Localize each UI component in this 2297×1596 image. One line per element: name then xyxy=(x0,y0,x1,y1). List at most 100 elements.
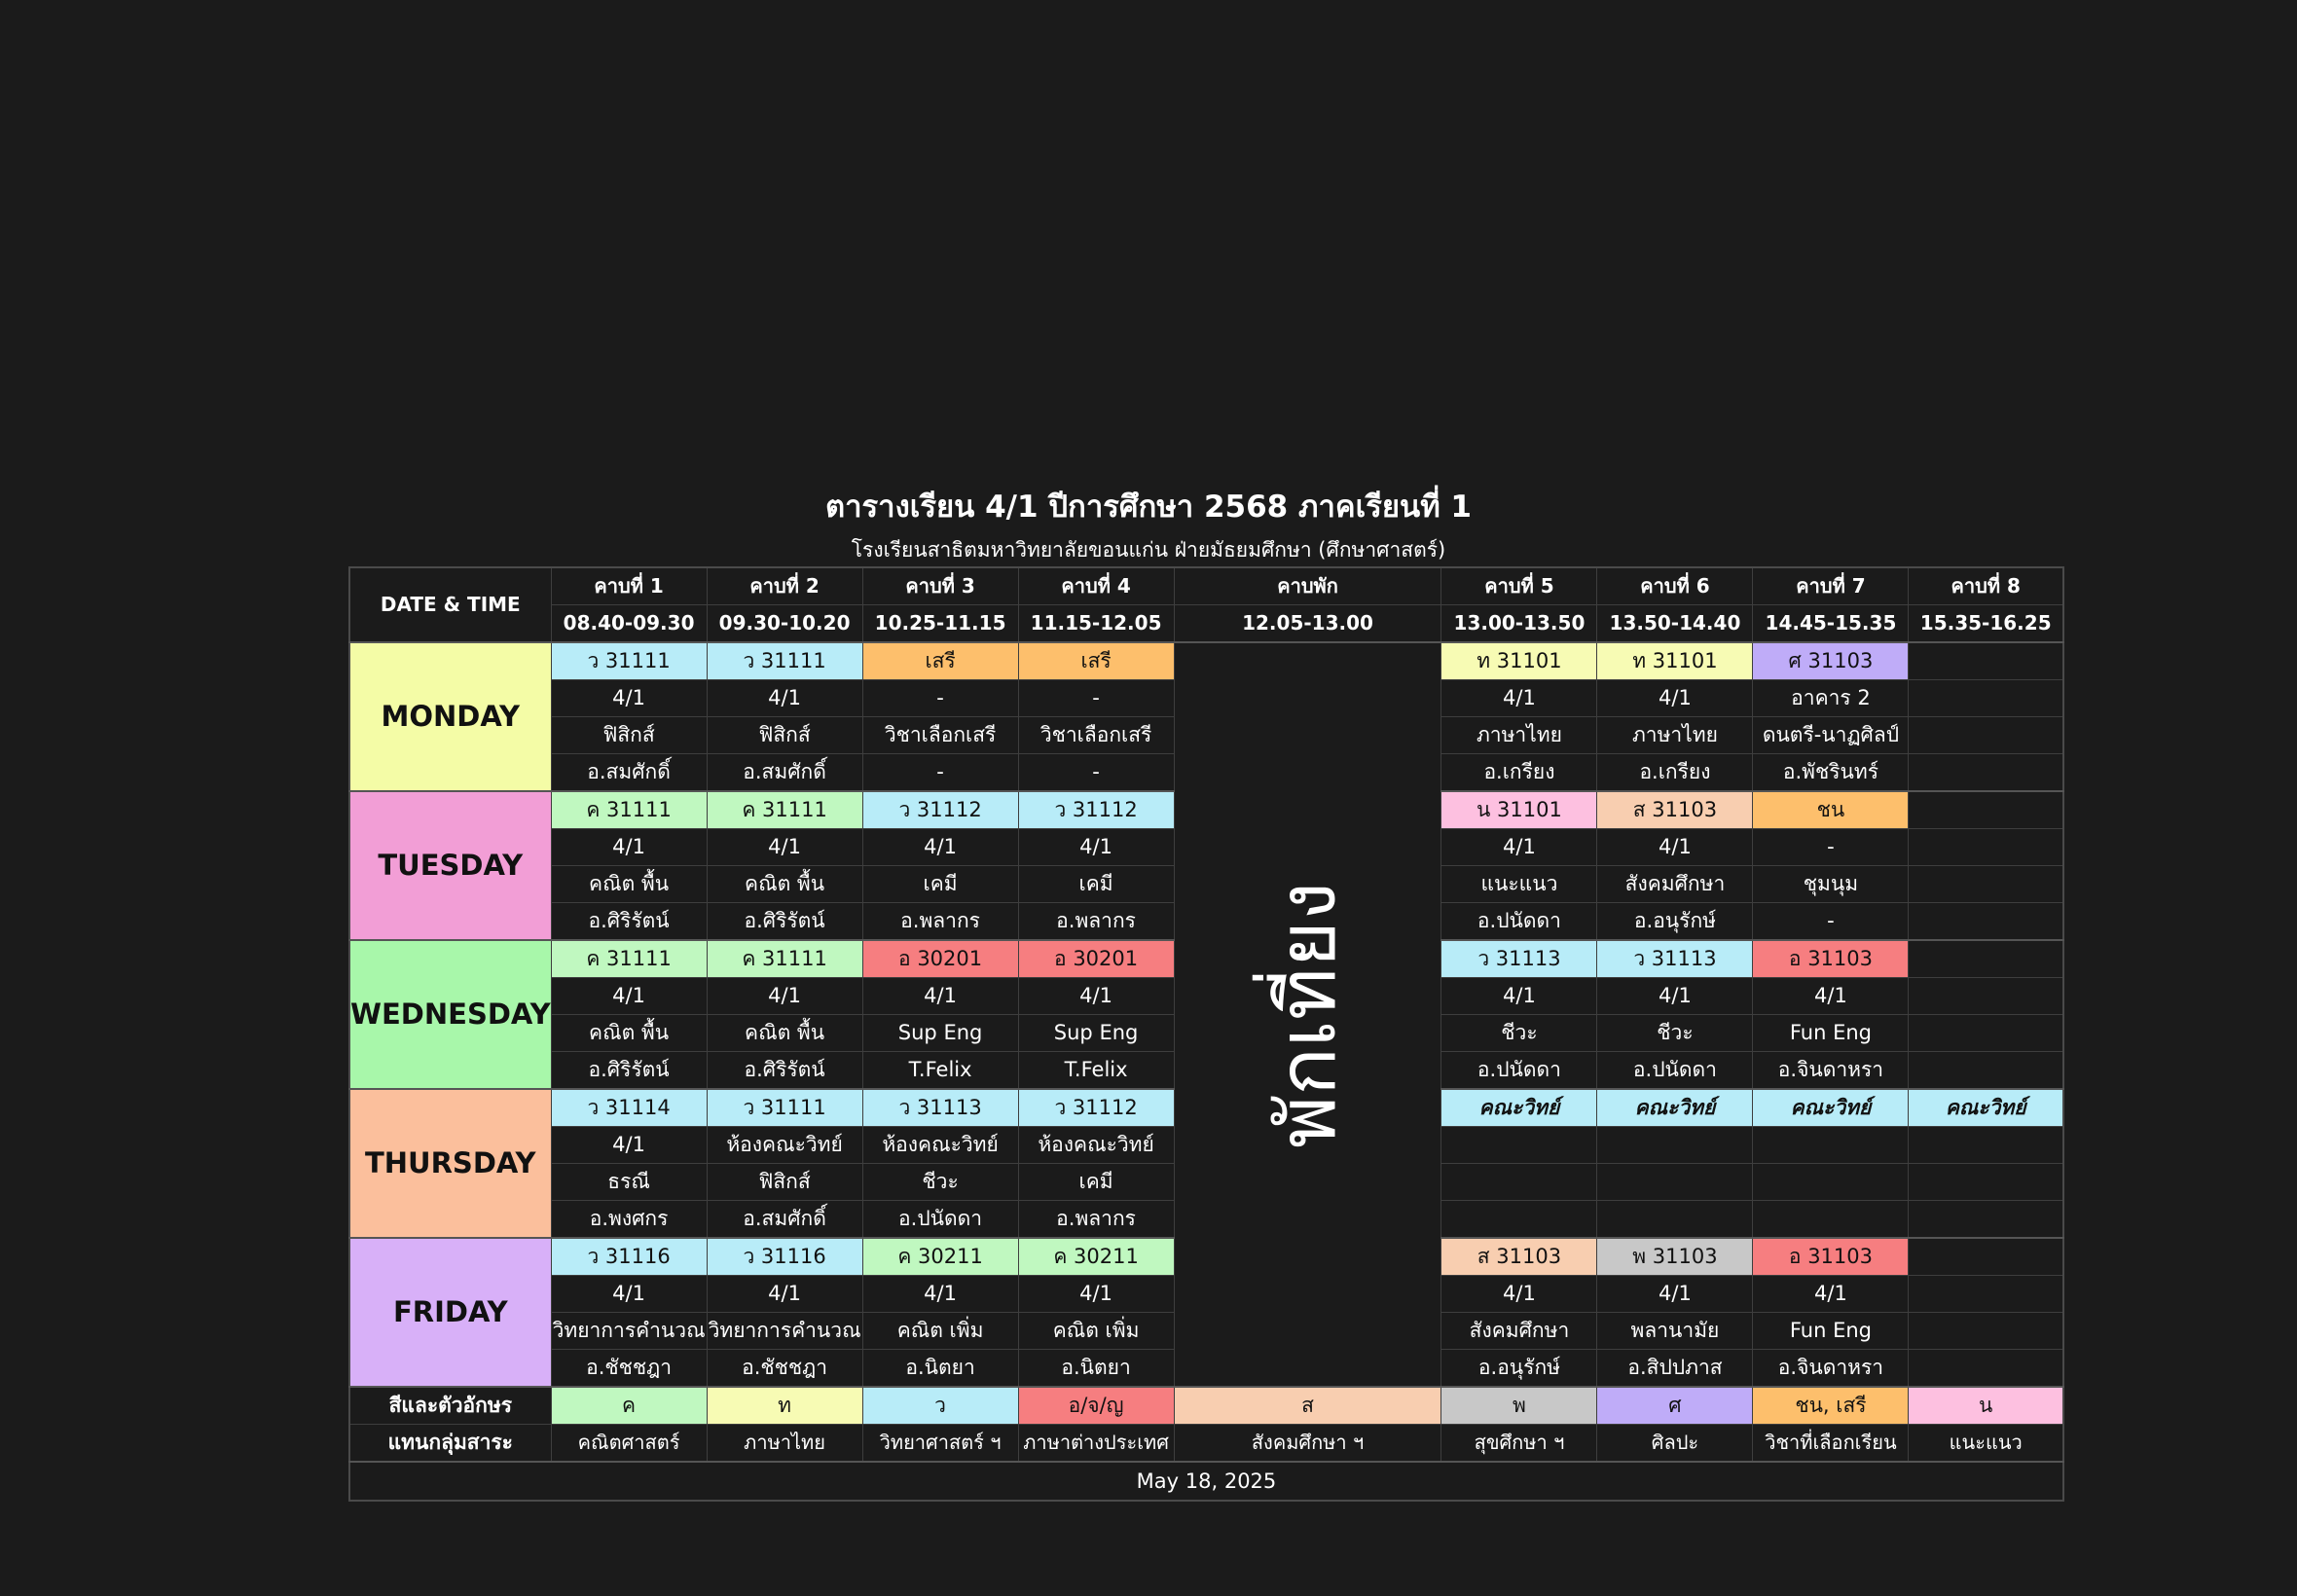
period-time: 11.15-12.05 xyxy=(1017,604,1175,643)
day-label-wednesday: WEDNESDAY xyxy=(348,939,552,1090)
class-room: 4/1 xyxy=(550,679,708,717)
legend-code: อ/จ/ญ xyxy=(1017,1386,1175,1425)
class-code: พ 31103 xyxy=(1596,1237,1754,1276)
class-teacher: - xyxy=(1017,753,1175,792)
class-subject: ธรณี xyxy=(550,1163,708,1201)
day-row-monday-room: 4/1 4/1- -4/1 4/1 อาคาร 2 xyxy=(349,679,2064,717)
legend-code: ว xyxy=(861,1386,1019,1425)
class-teacher: อ.ชัชชฎา xyxy=(706,1349,863,1388)
legend-code: ศ xyxy=(1596,1386,1754,1425)
class-subject xyxy=(1908,865,2064,903)
class-code: ค 30211 xyxy=(1017,1237,1175,1276)
class-code: ว 31111 xyxy=(706,1088,863,1127)
class-subject xyxy=(1908,1014,2064,1052)
class-teacher xyxy=(1908,753,2064,792)
class-teacher: อ.พงศกร xyxy=(550,1200,708,1239)
class-subject xyxy=(1596,1163,1754,1201)
class-teacher: อ.สมศักดิ์ xyxy=(706,1200,863,1239)
day-row-friday-room: 4/1 4/1 4/1 4/1 4/1 4/1 4/1 xyxy=(349,1275,2064,1313)
class-code: ว 31113 xyxy=(1440,939,1598,978)
class-code: ว 31116 xyxy=(706,1237,863,1276)
class-teacher: อ.จินดาหรา xyxy=(1752,1349,1910,1388)
page-title: ตารางเรียน 4/1 ปีการศึกษา 2568 ภาคเรียนท… xyxy=(824,490,1473,525)
legend-label-line1: สีและตัวอักษร xyxy=(348,1386,552,1425)
day-row-wednesday-subject: คณิต พื้น คณิต พื้น Sup Eng Sup Eng ชีวะ ชีวะ… xyxy=(349,1014,2064,1052)
class-code: ว 31111 xyxy=(706,641,863,680)
class-teacher xyxy=(1908,1200,2064,1239)
period-time: 12.05-13.00 xyxy=(1173,604,1442,643)
class-room: 4/1 xyxy=(1596,977,1754,1015)
day-row-wednesday-code: WEDNESDAY ค 31111 ค 31111 อ 30201 อ 30201 ว 3… xyxy=(348,939,2064,1090)
day-label-monday: MONDAY xyxy=(348,641,552,792)
class-code: ว 31116 xyxy=(550,1237,708,1276)
class-subject: เคมี xyxy=(861,865,1019,903)
class-code: เสรี xyxy=(861,641,1019,680)
class-teacher: อ.พลากร xyxy=(1017,1200,1175,1239)
class-room xyxy=(1908,977,2064,1015)
class-room: 4/1 xyxy=(1596,679,1754,717)
footer-row: May 18, 2025 xyxy=(348,1461,2064,1502)
class-room: 4/1 xyxy=(550,1275,708,1313)
class-room: - xyxy=(1752,828,1910,866)
class-subject: วิชาเลือกเสรี xyxy=(861,716,1019,754)
page-subtitle: โรงเรียนสาธิตมหาวิทยาลัยขอนแก่น ฝ่ายมัธย… xyxy=(851,538,1446,562)
class-teacher: อ.ปนัดดา xyxy=(1596,1051,1754,1090)
class-teacher: อ.จินดาหรา xyxy=(1752,1051,1910,1090)
class-code: คณะวิทย์ xyxy=(1440,1088,1598,1127)
class-subject xyxy=(1908,1312,2064,1350)
class-teacher xyxy=(1440,1200,1598,1239)
class-room: 4/1 xyxy=(706,828,863,866)
class-code: อ 30201 xyxy=(861,939,1019,978)
day-row-monday-code: MONDAY ว 31111 ว 31111 เสรี เสรี พักเที่ยงท 3… xyxy=(348,641,2064,1388)
class-room: - xyxy=(1017,679,1175,717)
class-code: อ 31103 xyxy=(1752,939,1910,978)
class-room: 4/1 xyxy=(1017,828,1175,866)
period-time: 14.45-15.35 xyxy=(1752,604,1910,643)
legend-code: ส xyxy=(1173,1386,1442,1425)
class-subject: คณิต พื้น xyxy=(550,865,708,903)
class-room xyxy=(1908,679,2064,717)
class-subject: Sup Eng xyxy=(1017,1014,1175,1052)
class-subject xyxy=(1908,716,2064,754)
class-room: 4/1 xyxy=(550,1126,708,1164)
class-teacher: อ.สมศักดิ์ xyxy=(706,753,863,792)
class-subject: แนะแนว xyxy=(1440,865,1598,903)
day-row-monday-subject: ฟิสิกส์ ฟิสิกส์ วิชาเลือกเสรี วิชาเลือกเสรี… xyxy=(349,716,2064,754)
legend-code: น xyxy=(1908,1386,2064,1425)
class-code: คณะวิทย์ xyxy=(1752,1088,1910,1127)
class-code: อ 31103 xyxy=(1752,1237,1910,1276)
class-subject: Sup Eng xyxy=(861,1014,1019,1052)
period-name: คาบที่ 5 xyxy=(1440,566,1598,605)
class-subject: Fun Eng xyxy=(1752,1312,1910,1350)
day-row-tuesday-teacher: อ.ศิริรัตน์ อ.ศิริรัตน์ อ.พลากร อ.พลากร อ.ปน… xyxy=(349,902,2064,941)
class-subject: คณิต พื้น xyxy=(550,1014,708,1052)
class-subject: ชีวะ xyxy=(861,1163,1019,1201)
class-teacher xyxy=(1908,902,2064,941)
class-subject: คณิต เพิ่ม xyxy=(861,1312,1019,1350)
class-subject: เคมี xyxy=(1017,865,1175,903)
class-room xyxy=(1908,1126,2064,1164)
class-teacher: อ.ศิริรัตน์ xyxy=(706,1051,863,1090)
class-room: 4/1 xyxy=(1596,828,1754,866)
class-code: อ 30201 xyxy=(1017,939,1175,978)
class-code: ค 31111 xyxy=(706,790,863,829)
legend-name: คณิตศาสตร์ xyxy=(550,1424,708,1463)
class-teacher: อ.สมศักดิ์ xyxy=(550,753,708,792)
day-row-friday-code: FRIDAY ว 31116 ว 31116 ค 30211 ค 30211 ส 3110… xyxy=(348,1237,2064,1388)
period-name: คาบพัก xyxy=(1173,566,1442,605)
class-room: 4/1 xyxy=(706,679,863,717)
class-teacher: T.Felix xyxy=(1017,1051,1175,1090)
period-name: คาบที่ 4 xyxy=(1017,566,1175,605)
class-room: 4/1 xyxy=(1017,977,1175,1015)
class-subject: คณิต พื้น xyxy=(706,865,863,903)
class-room: ห้องคณะวิทย์ xyxy=(1017,1126,1175,1164)
class-subject: คณิต พื้น xyxy=(706,1014,863,1052)
class-code: ท 31101 xyxy=(1440,641,1598,680)
class-room: 4/1 xyxy=(1017,1275,1175,1313)
lunch-break-cell: พักเที่ยง xyxy=(1173,641,1442,1388)
class-code xyxy=(1908,641,2064,680)
class-code: ว 31114 xyxy=(550,1088,708,1127)
class-code xyxy=(1908,939,2064,978)
class-teacher: อ.ศิริรัตน์ xyxy=(706,902,863,941)
class-teacher: อ.อนุรักษ์ xyxy=(1596,902,1754,941)
